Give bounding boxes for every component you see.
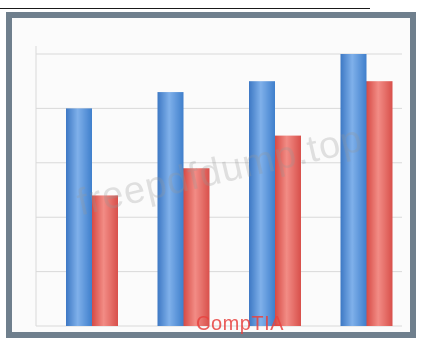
- bar-series-2-category-3: [275, 135, 301, 326]
- bar-series-1-category-2: [157, 92, 184, 326]
- top-rule: [0, 0, 370, 9]
- bar-series-2-category-2: [183, 168, 210, 326]
- bar-chart: [35, 46, 402, 327]
- bar-series-1-category-1: [66, 108, 92, 327]
- bar-series-1-category-4: [340, 54, 367, 326]
- brand-label: CompTIA: [196, 313, 284, 335]
- bar-series-1-category-3: [249, 81, 275, 326]
- bar-series-2-category-4: [366, 81, 393, 326]
- bar-series-2-category-1: [92, 195, 118, 326]
- bars: [66, 54, 393, 327]
